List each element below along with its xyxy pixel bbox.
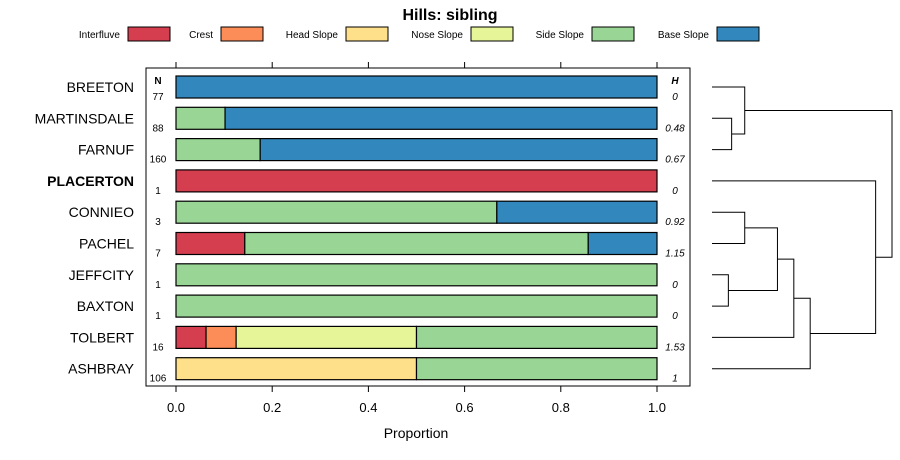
row-label-farnuf: FARNUF <box>78 142 134 158</box>
n-value-placerton: 1 <box>155 186 161 197</box>
x-tick-label-4: 0.8 <box>552 400 570 415</box>
x-tick-label-2: 0.4 <box>359 400 377 415</box>
row-jeffcity: JEFFCITY 1 0 <box>69 263 678 291</box>
n-value-tolbert: 16 <box>152 342 164 353</box>
legend-swatch-side-slope <box>591 26 635 42</box>
x-tick-label-0: 0.0 <box>167 400 185 415</box>
legend-swatch-head-slope <box>345 26 389 42</box>
n-value-breeton: 77 <box>152 92 164 103</box>
bar-farnuf-base-slope <box>259 138 658 162</box>
h-value-breeton: 0 <box>672 92 678 103</box>
bar-ashbray-side-slope <box>415 357 658 381</box>
bar-tolbert-crest <box>205 325 237 349</box>
bar-farnuf-side-slope <box>175 138 261 162</box>
dendrogram <box>712 86 893 370</box>
bar-breeton-base-slope <box>175 75 658 99</box>
bar-jeffcity-side-slope <box>175 263 658 287</box>
dendrogram-merge-2 <box>712 274 729 307</box>
bar-pachel-base-slope <box>587 231 658 256</box>
h-value-farnuf: 0.67 <box>665 155 685 166</box>
plot-frame <box>145 67 691 387</box>
legend-swatch-crest <box>220 26 264 42</box>
x-tick-label-3: 0.6 <box>456 400 474 415</box>
h-value-placerton: 0 <box>672 186 678 197</box>
row-pachel: PACHEL 7 1.15 <box>79 231 685 260</box>
n-header: N <box>154 76 161 87</box>
bar-martinsdale-side-slope <box>175 106 226 130</box>
legend-label-nose-slope: Nose Slope <box>411 30 463 41</box>
dendrogram-merge-1 <box>712 86 746 135</box>
h-value-connieo: 0.92 <box>665 217 685 228</box>
dendrogram-merge-8 <box>744 109 893 258</box>
bar-martinsdale-base-slope <box>224 106 658 130</box>
legend-label-head-slope: Head Slope <box>286 30 339 41</box>
bar-tolbert-interfluve <box>175 325 207 349</box>
bar-pachel-interfluve <box>175 231 246 256</box>
x-axis: 0.0 0.2 0.4 0.6 0.8 1.0 <box>167 62 666 415</box>
bar-baxton-side-slope <box>175 294 658 318</box>
n-value-farnuf: 160 <box>150 155 167 166</box>
legend-swatch-nose-slope <box>470 26 514 42</box>
n-value-pachel: 7 <box>155 249 161 260</box>
row-farnuf: FARNUF 160 0.67 <box>78 138 685 166</box>
row-baxton: BAXTON 1 0 <box>77 294 678 322</box>
h-value-baxton: 0 <box>672 311 678 322</box>
row-breeton: BREETON 77 0 <box>67 75 678 103</box>
row-label-pachel: PACHEL <box>79 236 134 252</box>
legend-label-crest: Crest <box>189 30 213 41</box>
dendrogram-merge-0 <box>712 117 733 151</box>
x-tick-label-1: 0.2 <box>263 400 281 415</box>
h-header: H <box>671 76 679 87</box>
legend-label-side-slope: Side Slope <box>536 30 585 41</box>
n-value-jeffcity: 1 <box>155 280 161 291</box>
bar-tolbert-nose-slope <box>235 325 418 349</box>
row-label-ashbray: ASHBRAY <box>68 361 135 377</box>
row-ashbray: ASHBRAY 106 1 <box>68 357 678 385</box>
dendrogram-merge-4 <box>728 227 778 291</box>
n-value-martinsdale: 88 <box>152 123 164 134</box>
n-value-connieo: 3 <box>155 217 161 228</box>
h-value-martinsdale: 0.48 <box>665 123 685 134</box>
bar-tolbert-side-slope <box>415 325 658 349</box>
row-label-baxton: BAXTON <box>77 298 134 314</box>
row-placerton: PLACERTON 1 0 <box>47 169 678 197</box>
row-martinsdale: MARTINSDALE 88 0.48 <box>35 106 685 134</box>
row-label-breeton: BREETON <box>67 79 134 95</box>
h-value-pachel: 1.15 <box>665 249 685 260</box>
n-value-ashbray: 106 <box>150 374 167 385</box>
row-label-tolbert: TOLBERT <box>70 329 135 345</box>
row-label-jeffcity: JEFFCITY <box>69 267 135 283</box>
n-value-baxton: 1 <box>155 311 161 322</box>
row-connieo: CONNIEO 3 0.92 <box>69 200 685 228</box>
legend-swatch-base-slope <box>716 26 760 42</box>
dendrogram-merge-7 <box>712 180 877 334</box>
bar-placerton-interfluve <box>175 169 658 193</box>
h-value-ashbray: 1 <box>672 374 678 385</box>
dendrogram-merge-5 <box>712 258 795 338</box>
h-value-jeffcity: 0 <box>672 280 678 291</box>
h-value-tolbert: 1.53 <box>665 342 685 353</box>
legend-label-base-slope: Base Slope <box>658 30 710 41</box>
legend-swatch-interfluve <box>127 26 171 42</box>
row-label-placerton: PLACERTON <box>47 173 134 189</box>
dendrogram-merge-3 <box>712 211 746 244</box>
bar-connieo-side-slope <box>175 200 498 224</box>
bar-ashbray-head-slope <box>175 357 418 381</box>
row-label-connieo: CONNIEO <box>69 204 134 220</box>
x-axis-title: Proportion <box>384 425 449 441</box>
legend: Interfluve Crest Head Slope Nose Slope Side … <box>79 26 760 42</box>
row-tolbert: TOLBERT 16 1.53 <box>70 325 685 353</box>
x-tick-label-5: 1.0 <box>648 400 666 415</box>
bar-connieo-base-slope <box>496 200 658 224</box>
bar-pachel-side-slope <box>244 231 589 256</box>
chart-title: Hills: sibling <box>402 7 497 24</box>
row-label-martinsdale: MARTINSDALE <box>35 110 134 126</box>
dendrogram-merge-6 <box>712 297 811 370</box>
legend-label-interfluve: Interfluve <box>79 30 121 41</box>
